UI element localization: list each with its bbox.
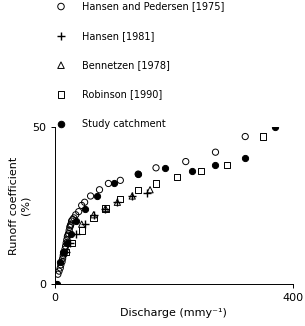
Point	[145, 190, 149, 196]
Point	[82, 200, 87, 205]
Point	[130, 193, 135, 199]
Point	[118, 178, 123, 183]
Point	[65, 234, 70, 239]
Point	[198, 168, 203, 173]
Point	[60, 256, 65, 261]
Point	[59, 259, 64, 264]
Point	[213, 162, 218, 167]
Point	[243, 156, 248, 161]
Point	[82, 222, 87, 227]
Point	[97, 187, 102, 192]
Point	[225, 162, 230, 167]
Point	[88, 193, 93, 199]
Point	[136, 187, 141, 192]
Point	[82, 206, 87, 211]
Point	[115, 200, 120, 205]
Point	[115, 200, 120, 205]
Point	[70, 217, 75, 222]
Point	[79, 222, 84, 227]
Point	[79, 228, 84, 233]
Point	[112, 181, 117, 186]
Point	[79, 203, 84, 208]
Point	[61, 250, 66, 255]
Point	[63, 244, 68, 249]
Point	[67, 225, 72, 230]
Point	[273, 125, 278, 130]
Point	[66, 231, 71, 236]
Point	[54, 281, 59, 286]
Text: Bennetzen [1978]: Bennetzen [1978]	[82, 60, 170, 70]
Point	[64, 240, 69, 245]
Point	[189, 168, 194, 173]
Point	[94, 193, 99, 199]
Point	[91, 212, 96, 217]
Point	[64, 240, 69, 245]
Point	[106, 181, 111, 186]
Point	[59, 121, 63, 126]
Point	[56, 272, 60, 277]
Point	[91, 215, 96, 220]
Point	[213, 150, 218, 155]
Point	[153, 165, 159, 170]
Point	[71, 215, 76, 220]
Point	[59, 63, 63, 68]
Point	[68, 223, 73, 228]
Point	[58, 262, 63, 267]
X-axis label: Discharge (mmy⁻¹): Discharge (mmy⁻¹)	[120, 308, 227, 318]
Point	[57, 259, 62, 264]
Point	[163, 165, 167, 170]
Point	[183, 159, 188, 164]
Point	[63, 250, 68, 255]
Point	[103, 206, 108, 211]
Point	[91, 212, 96, 217]
Point	[66, 232, 70, 238]
Point	[69, 231, 74, 236]
Point	[69, 240, 74, 245]
Point	[243, 134, 248, 139]
Point	[103, 206, 108, 211]
Text: Study catchment: Study catchment	[82, 119, 166, 129]
Point	[57, 269, 62, 274]
Point	[59, 92, 63, 97]
Point	[130, 193, 135, 199]
Point	[55, 281, 60, 286]
Point	[136, 171, 141, 177]
Point	[118, 197, 123, 202]
Point	[63, 246, 67, 252]
Point	[64, 237, 69, 243]
Point	[69, 222, 74, 227]
Point	[58, 265, 63, 271]
Point	[148, 187, 152, 192]
Point	[73, 218, 78, 224]
Text: Robinson [1990]: Robinson [1990]	[82, 90, 163, 99]
Point	[76, 209, 81, 214]
Point	[67, 240, 72, 245]
Point	[69, 218, 74, 224]
Point	[62, 250, 67, 255]
Point	[67, 228, 72, 233]
Text: Hansen [1981]: Hansen [1981]	[82, 31, 155, 41]
Point	[73, 212, 78, 217]
Point	[61, 251, 66, 257]
Text: Hansen and Pedersen [1975]: Hansen and Pedersen [1975]	[82, 2, 225, 11]
Point	[61, 253, 66, 258]
Point	[136, 171, 141, 177]
Point	[153, 181, 159, 186]
Point	[174, 175, 179, 180]
Point	[260, 134, 265, 139]
Point	[59, 4, 63, 9]
Point	[103, 206, 108, 211]
Point	[59, 33, 63, 38]
Y-axis label: Runoff coefficient
(%): Runoff coefficient (%)	[9, 156, 30, 255]
Point	[63, 250, 68, 255]
Point	[73, 231, 78, 236]
